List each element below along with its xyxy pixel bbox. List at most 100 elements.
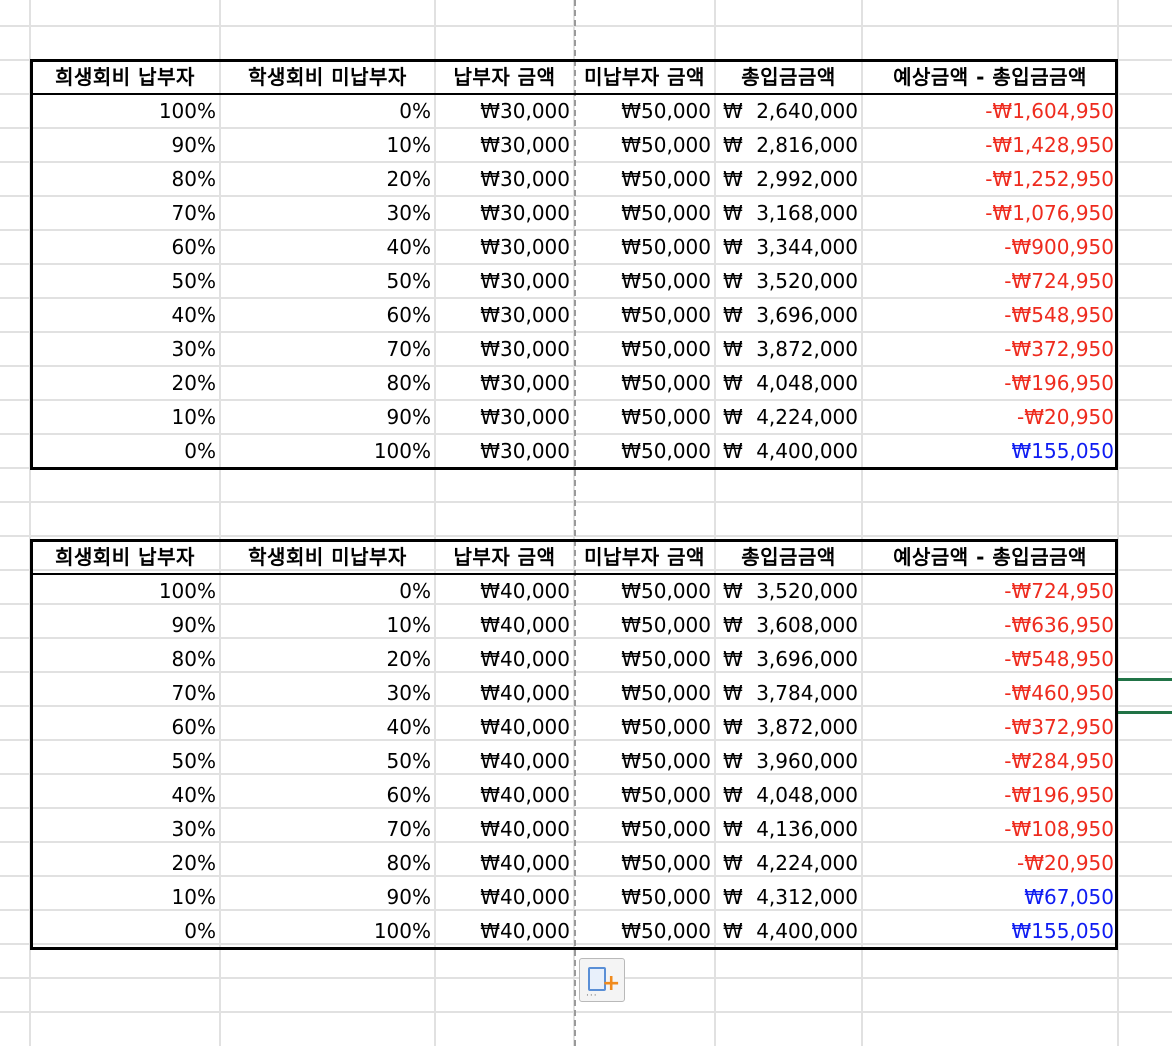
table-cell[interactable]: ₩3,784,000 — [715, 676, 862, 710]
table-cell[interactable]: 10% — [386, 133, 431, 157]
table-cell[interactable]: ₩50,000 — [621, 99, 711, 123]
table-cell[interactable]: 10% — [171, 885, 216, 909]
table-cell[interactable]: ₩2,992,000 — [715, 162, 862, 196]
table-cell[interactable]: 50% — [386, 269, 431, 293]
table-cell[interactable]: 50% — [386, 749, 431, 773]
table-cell[interactable]: ₩3,872,000 — [715, 710, 862, 744]
header-cell[interactable]: 미납부자 금액 — [584, 545, 705, 569]
table-cell[interactable]: ₩30,000 — [480, 371, 570, 395]
table-cell[interactable]: ₩50,000 — [621, 885, 711, 909]
table-cell[interactable]: 100% — [158, 579, 216, 603]
table-cell[interactable]: 80% — [386, 371, 431, 395]
table-cell[interactable]: 20% — [386, 647, 431, 671]
table-cell[interactable]: 90% — [386, 885, 431, 909]
table-cell[interactable]: ₩40,000 — [480, 851, 570, 875]
table-cell[interactable]: -₩724,950 — [1004, 269, 1114, 293]
table-cell[interactable]: ₩30,000 — [480, 133, 570, 157]
table-cell[interactable]: 20% — [171, 371, 216, 395]
table-cell[interactable]: ₩4,400,000 — [715, 434, 862, 468]
table-cell[interactable]: 30% — [171, 337, 216, 361]
header-cell[interactable]: 총입금금액 — [741, 545, 836, 569]
table-cell[interactable]: ₩30,000 — [480, 439, 570, 463]
table-cell[interactable]: ₩4,048,000 — [715, 366, 862, 400]
table-cell[interactable]: ₩40,000 — [480, 579, 570, 603]
table-cell[interactable]: ₩50,000 — [621, 817, 711, 841]
table-cell[interactable]: -₩108,950 — [1004, 817, 1114, 841]
header-cell[interactable]: 예상금액 - 총입금금액 — [893, 545, 1087, 569]
table-cell[interactable]: ₩40,000 — [480, 817, 570, 841]
table-cell[interactable]: ₩50,000 — [621, 783, 711, 807]
table-cell[interactable]: ₩3,608,000 — [715, 608, 862, 642]
table-cell[interactable]: 10% — [386, 613, 431, 637]
table-cell[interactable]: ₩50,000 — [621, 579, 711, 603]
table-cell[interactable]: -₩548,950 — [1004, 303, 1114, 327]
table-cell[interactable]: 80% — [171, 647, 216, 671]
table-cell[interactable]: 50% — [171, 269, 216, 293]
table-cell[interactable]: ₩40,000 — [480, 783, 570, 807]
table-cell[interactable]: 60% — [171, 235, 216, 259]
table-cell[interactable]: ₩30,000 — [480, 99, 570, 123]
table-cell[interactable]: ₩40,000 — [480, 885, 570, 909]
table-cell[interactable]: ₩50,000 — [621, 167, 711, 191]
table-cell[interactable]: ₩4,136,000 — [715, 812, 862, 846]
header-cell[interactable]: 희생회비 납부자 — [55, 65, 195, 89]
table-cell[interactable]: ₩3,168,000 — [715, 196, 862, 230]
table-cell[interactable]: 70% — [386, 337, 431, 361]
table-cell[interactable]: 60% — [386, 783, 431, 807]
table-cell[interactable]: ₩40,000 — [480, 613, 570, 637]
table-cell[interactable]: ₩155,050 — [1011, 919, 1114, 943]
table-cell[interactable]: ₩30,000 — [480, 303, 570, 327]
table-cell[interactable]: ₩50,000 — [621, 235, 711, 259]
table-cell[interactable]: 100% — [373, 919, 431, 943]
table-cell[interactable]: ₩4,224,000 — [715, 400, 862, 434]
table-cell[interactable]: ₩50,000 — [621, 405, 711, 429]
table-cell[interactable]: ₩50,000 — [621, 439, 711, 463]
table-cell[interactable]: ₩50,000 — [621, 715, 711, 739]
table-cell[interactable]: 0% — [184, 439, 216, 463]
table-cell[interactable]: -₩724,950 — [1004, 579, 1114, 603]
table-cell[interactable]: -₩1,428,950 — [985, 133, 1114, 157]
table-cell[interactable]: ₩50,000 — [621, 303, 711, 327]
table-cell[interactable]: ₩3,344,000 — [715, 230, 862, 264]
table-cell[interactable]: -₩20,950 — [1017, 405, 1114, 429]
table-cell[interactable]: ₩50,000 — [621, 337, 711, 361]
table-cell[interactable]: ₩4,312,000 — [715, 880, 862, 914]
table-cell[interactable]: 40% — [171, 303, 216, 327]
table-cell[interactable]: 30% — [386, 201, 431, 225]
table-cell[interactable]: ₩4,048,000 — [715, 778, 862, 812]
table-cell[interactable]: ₩40,000 — [480, 681, 570, 705]
table-cell[interactable]: 40% — [171, 783, 216, 807]
selected-cell[interactable] — [1118, 678, 1172, 714]
table-cell[interactable]: -₩900,950 — [1004, 235, 1114, 259]
table-cell[interactable]: -₩460,950 — [1004, 681, 1114, 705]
table-cell[interactable]: -₩372,950 — [1004, 715, 1114, 739]
table-cell[interactable]: -₩196,950 — [1004, 783, 1114, 807]
table-cell[interactable]: ₩50,000 — [621, 851, 711, 875]
table-cell[interactable]: 40% — [386, 715, 431, 739]
table-cell[interactable]: ₩30,000 — [480, 235, 570, 259]
header-cell[interactable]: 희생회비 납부자 — [55, 545, 195, 569]
header-cell[interactable]: 총입금금액 — [741, 65, 836, 89]
table-cell[interactable]: 30% — [386, 681, 431, 705]
table-cell[interactable]: ₩40,000 — [480, 749, 570, 773]
table-cell[interactable]: ₩3,960,000 — [715, 744, 862, 778]
table-cell[interactable]: ₩67,050 — [1024, 885, 1114, 909]
table-cell[interactable]: ₩50,000 — [621, 133, 711, 157]
table-cell[interactable]: ₩3,696,000 — [715, 298, 862, 332]
paste-options-button[interactable]: + ··· — [579, 958, 625, 1002]
table-cell[interactable]: ₩50,000 — [621, 613, 711, 637]
table-cell[interactable]: 60% — [386, 303, 431, 327]
table-cell[interactable]: 70% — [171, 681, 216, 705]
table-cell[interactable]: -₩1,076,950 — [985, 201, 1114, 225]
table-cell[interactable]: ₩30,000 — [480, 167, 570, 191]
table-cell[interactable]: ₩4,400,000 — [715, 914, 862, 948]
table-cell[interactable]: ₩3,520,000 — [715, 574, 862, 608]
table-cell[interactable]: 0% — [184, 919, 216, 943]
table-cell[interactable]: ₩30,000 — [480, 201, 570, 225]
header-cell[interactable]: 납부자 금액 — [453, 545, 556, 569]
table-cell[interactable]: 0% — [399, 99, 431, 123]
header-cell[interactable]: 납부자 금액 — [453, 65, 556, 89]
table-cell[interactable]: 70% — [171, 201, 216, 225]
table-cell[interactable]: ₩30,000 — [480, 337, 570, 361]
